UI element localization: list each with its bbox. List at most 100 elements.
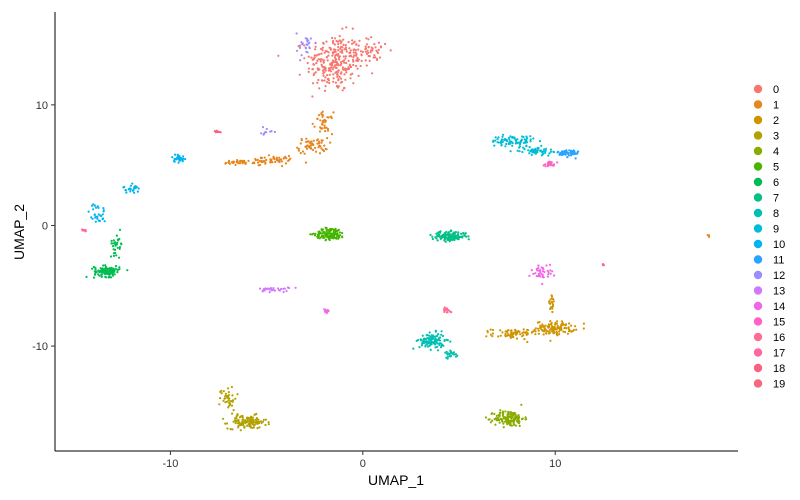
data-point — [323, 310, 326, 313]
data-point — [364, 59, 367, 62]
data-point — [555, 331, 559, 334]
data-point — [334, 227, 337, 230]
data-point — [103, 271, 107, 274]
data-point — [184, 158, 187, 161]
data-point — [452, 234, 455, 237]
data-point — [93, 270, 96, 273]
data-point — [134, 185, 137, 188]
data-point — [222, 399, 225, 402]
data-point — [320, 52, 323, 55]
data-point — [486, 329, 489, 333]
data-point — [118, 266, 121, 269]
data-point — [564, 330, 567, 334]
data-point — [365, 52, 369, 56]
data-point — [367, 45, 370, 49]
data-point — [502, 422, 505, 425]
data-point — [341, 89, 344, 92]
data-point — [440, 234, 443, 237]
data-point — [323, 308, 326, 311]
data-point — [565, 323, 568, 326]
data-point — [359, 50, 362, 53]
data-point — [537, 267, 540, 270]
data-point — [328, 238, 331, 242]
data-point — [248, 417, 252, 420]
data-point — [312, 139, 315, 142]
data-point — [532, 148, 535, 151]
data-point — [512, 423, 516, 426]
data-point — [446, 308, 449, 311]
data-point — [375, 49, 378, 52]
data-point — [104, 275, 107, 278]
data-point — [464, 232, 467, 235]
data-point — [545, 332, 548, 335]
data-point — [570, 330, 573, 333]
data-point — [558, 333, 561, 336]
data-point — [537, 147, 540, 150]
data-point — [118, 228, 122, 231]
data-point — [330, 116, 333, 120]
data-point — [324, 69, 327, 72]
data-point — [322, 68, 325, 71]
data-point — [566, 332, 570, 335]
data-point — [352, 63, 355, 67]
data-point — [504, 145, 507, 148]
data-point — [345, 71, 348, 74]
data-point — [556, 161, 559, 164]
data-point — [539, 326, 542, 329]
data-point — [111, 244, 115, 248]
data-point — [224, 392, 227, 395]
data-point — [374, 46, 377, 49]
legend-label: 11 — [773, 255, 784, 267]
legend-key — [753, 348, 763, 357]
data-point — [256, 158, 259, 161]
data-point — [444, 232, 447, 235]
data-point — [349, 65, 352, 68]
data-point — [281, 165, 284, 168]
data-point — [314, 41, 317, 44]
data-point — [316, 142, 319, 145]
data-point — [338, 35, 341, 38]
data-point — [307, 67, 310, 70]
data-point — [331, 63, 334, 66]
data-point — [501, 138, 504, 141]
data-point — [429, 348, 432, 351]
data-point — [227, 399, 230, 402]
legend-label: 19 — [773, 379, 785, 391]
data-point — [93, 204, 96, 207]
data-point — [343, 59, 346, 62]
data-point — [232, 409, 235, 412]
data-point — [341, 236, 344, 239]
data-point — [333, 43, 336, 46]
data-point — [264, 423, 267, 427]
data-point — [326, 235, 330, 238]
data-point — [107, 268, 111, 271]
cluster-17-points — [81, 228, 87, 233]
data-point — [133, 191, 136, 194]
data-point — [299, 151, 302, 155]
legend-label: 3 — [773, 131, 779, 143]
data-point — [274, 160, 277, 164]
data-point — [558, 330, 561, 333]
data-point — [329, 47, 332, 50]
data-point — [491, 332, 494, 335]
axes-layer — [54, 12, 738, 452]
data-point — [548, 302, 551, 305]
data-point — [314, 45, 317, 48]
data-point — [273, 130, 276, 134]
data-point — [348, 55, 351, 58]
data-point — [537, 329, 540, 332]
data-point — [556, 320, 559, 323]
legend-key — [753, 332, 763, 342]
data-point — [512, 336, 515, 339]
data-point — [708, 235, 711, 238]
data-point — [510, 330, 513, 334]
data-point — [330, 236, 333, 239]
data-point — [295, 32, 298, 35]
data-point — [98, 274, 101, 277]
data-point — [314, 150, 318, 153]
data-point — [545, 264, 548, 267]
data-point — [435, 232, 438, 235]
data-point — [575, 328, 578, 331]
data-point — [356, 59, 359, 63]
